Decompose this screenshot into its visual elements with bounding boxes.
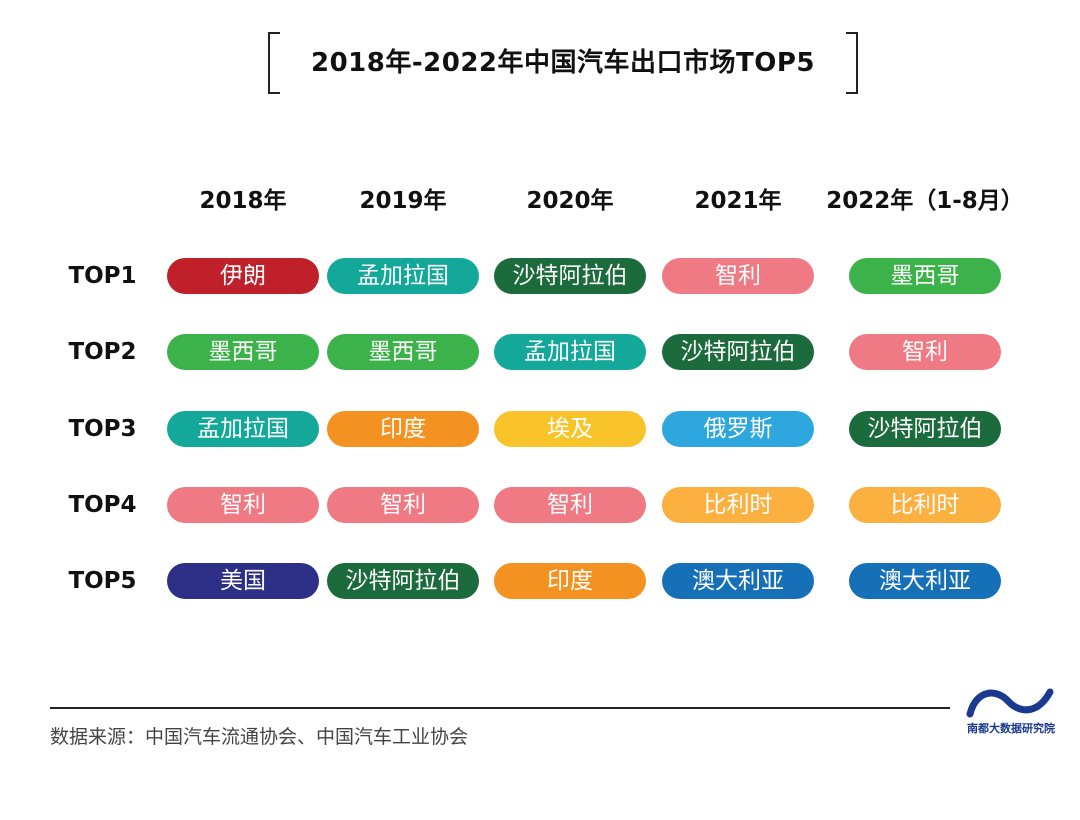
country-pill: 孟加拉国 <box>167 411 319 447</box>
column-header: 2020年 <box>526 188 614 214</box>
column-header: 2018年 <box>199 188 287 214</box>
country-pill: 比利时 <box>662 487 814 523</box>
country-pill: 印度 <box>327 411 479 447</box>
country-pill: 印度 <box>494 563 646 599</box>
rank-label: TOP3 <box>68 416 137 442</box>
country-pill: 沙特阿拉伯 <box>662 334 814 370</box>
column-header: 2021年 <box>694 188 782 214</box>
source-note: 数据来源：中国汽车流通协会、中国汽车工业协会 <box>50 726 469 748</box>
logo-text: 南都大数据研究院 <box>967 722 1055 735</box>
country-pill: 墨西哥 <box>327 334 479 370</box>
country-pill: 智利 <box>167 487 319 523</box>
country-pill: 沙特阿拉伯 <box>849 411 1001 447</box>
column-header: 2022年（1-8月） <box>826 188 1024 214</box>
country-pill: 智利 <box>849 334 1001 370</box>
title-frame: 2018年-2022年中国汽车出口市场TOP5 <box>268 32 858 94</box>
column-header: 2019年 <box>359 188 447 214</box>
country-pill: 沙特阿拉伯 <box>327 563 479 599</box>
country-pill: 孟加拉国 <box>327 258 479 294</box>
rank-label: TOP5 <box>68 568 137 594</box>
country-pill: 墨西哥 <box>849 258 1001 294</box>
title-bracket-right <box>846 32 858 94</box>
country-pill: 美国 <box>167 563 319 599</box>
rank-label: TOP4 <box>68 492 137 518</box>
country-pill: 比利时 <box>849 487 1001 523</box>
country-pill: 智利 <box>327 487 479 523</box>
chart-title: 2018年-2022年中国汽车出口市场TOP5 <box>310 48 815 78</box>
country-pill: 澳大利亚 <box>662 563 814 599</box>
country-pill: 俄罗斯 <box>662 411 814 447</box>
logo-wave-icon <box>966 688 1054 718</box>
publisher-logo: 南都大数据研究院 <box>962 684 1060 736</box>
country-pill: 智利 <box>662 258 814 294</box>
country-pill: 埃及 <box>494 411 646 447</box>
country-pill: 智利 <box>494 487 646 523</box>
country-pill: 澳大利亚 <box>849 563 1001 599</box>
title-bracket-left <box>268 32 280 94</box>
rank-label: TOP1 <box>68 263 137 289</box>
country-pill: 孟加拉国 <box>494 334 646 370</box>
footer-divider <box>50 707 950 709</box>
rank-label: TOP2 <box>68 339 137 365</box>
country-pill: 墨西哥 <box>167 334 319 370</box>
country-pill: 沙特阿拉伯 <box>494 258 646 294</box>
country-pill: 伊朗 <box>167 258 319 294</box>
